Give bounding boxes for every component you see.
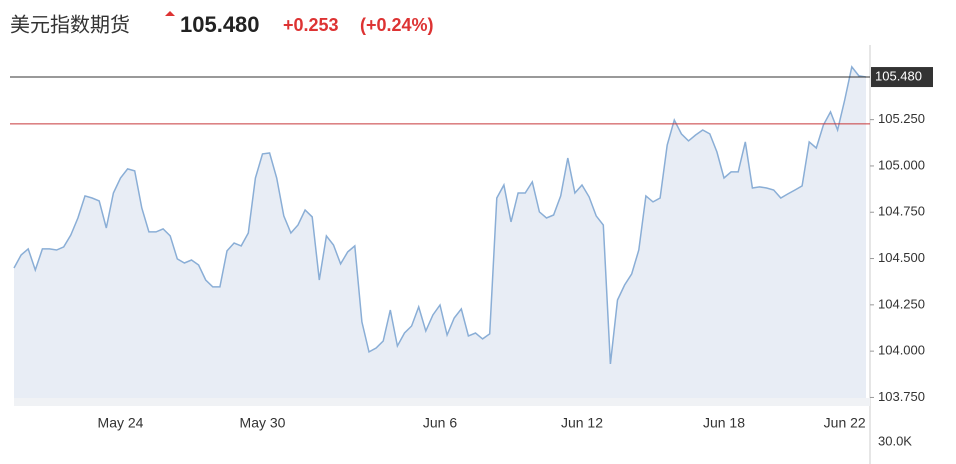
x-tick-label: Jun 22 bbox=[824, 415, 866, 431]
y-tick-label: 103.750 bbox=[878, 389, 925, 404]
price: 105.480 bbox=[180, 12, 260, 37]
y-tick-label: 104.750 bbox=[878, 204, 925, 219]
x-tick-label: Jun 18 bbox=[703, 415, 745, 431]
x-tick-label: May 30 bbox=[240, 415, 286, 431]
last-price-label: 105.480 bbox=[875, 68, 922, 83]
y-tick-label: 105.250 bbox=[878, 111, 925, 126]
change: +0.253 bbox=[283, 15, 339, 35]
x-tick-label: Jun 12 bbox=[561, 415, 603, 431]
up-icon bbox=[165, 11, 175, 16]
change-pct: (+0.24%) bbox=[360, 15, 434, 35]
y-tick-label: 104.000 bbox=[878, 343, 925, 358]
last-price-box bbox=[871, 67, 933, 88]
instrument-title: 美元指数期货 bbox=[10, 13, 130, 36]
area bbox=[14, 66, 866, 399]
volume-label: 30.0K bbox=[878, 433, 912, 448]
y-tick-label: 104.250 bbox=[878, 296, 925, 311]
y-tick-label: 105.000 bbox=[878, 157, 925, 172]
volume-strip bbox=[14, 398, 870, 406]
price-line bbox=[13, 65, 867, 364]
x-tick-label: Jun 6 bbox=[423, 415, 457, 431]
x-tick-label: May 24 bbox=[98, 415, 144, 431]
y-tick-label: 104.500 bbox=[878, 250, 925, 265]
